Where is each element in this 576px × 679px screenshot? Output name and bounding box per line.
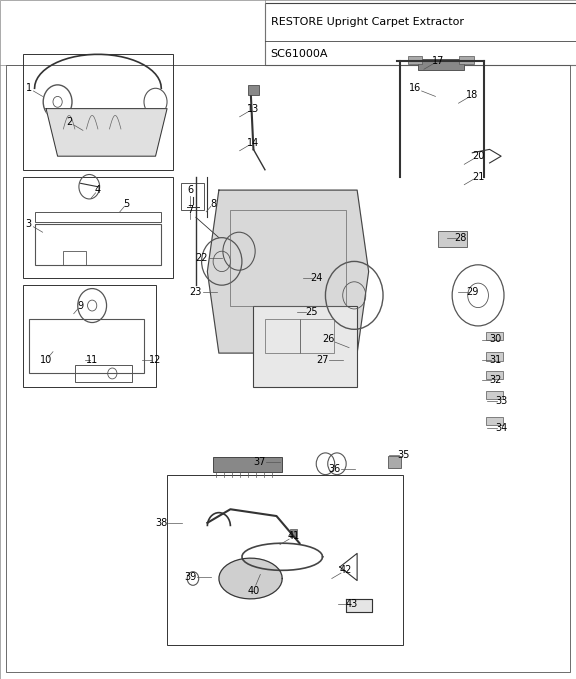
Text: 10: 10: [40, 355, 52, 365]
Bar: [23, 177, 173, 278]
Text: 39: 39: [184, 572, 196, 582]
Bar: [23, 285, 156, 387]
Bar: [248, 85, 259, 95]
Bar: [460, 56, 474, 64]
Text: 4: 4: [95, 185, 101, 195]
Bar: [253, 306, 357, 387]
Text: 3: 3: [26, 219, 32, 229]
Text: 43: 43: [345, 600, 358, 609]
Polygon shape: [346, 599, 372, 612]
Text: 16: 16: [408, 84, 421, 93]
Bar: [388, 456, 401, 468]
Bar: [230, 210, 346, 306]
Text: 22: 22: [195, 253, 208, 263]
Text: 21: 21: [472, 172, 484, 181]
Text: 40: 40: [247, 586, 260, 595]
Bar: [23, 54, 173, 170]
Text: 6: 6: [187, 185, 193, 195]
Text: RESTORE Upright Carpet Extractor: RESTORE Upright Carpet Extractor: [271, 18, 464, 27]
Bar: [300, 319, 334, 353]
Text: 33: 33: [495, 396, 507, 405]
Text: 23: 23: [190, 287, 202, 297]
Bar: [167, 475, 403, 645]
Text: 11: 11: [86, 355, 98, 365]
Bar: [6, 65, 570, 672]
Text: SC61000A: SC61000A: [271, 50, 328, 59]
Text: 38: 38: [155, 518, 168, 528]
Text: 35: 35: [397, 450, 410, 460]
Bar: [35, 224, 161, 265]
Bar: [486, 417, 503, 425]
Text: 9: 9: [78, 301, 84, 310]
Bar: [486, 371, 503, 379]
Bar: [265, 319, 300, 353]
Text: 14: 14: [247, 138, 260, 147]
Text: 8: 8: [210, 199, 216, 208]
Text: 28: 28: [454, 233, 467, 242]
Text: 24: 24: [310, 274, 323, 283]
Polygon shape: [46, 109, 167, 156]
Text: 1: 1: [26, 84, 32, 93]
Bar: [35, 212, 161, 222]
Bar: [418, 59, 464, 69]
Text: 13: 13: [247, 104, 260, 113]
Bar: [438, 230, 467, 247]
Bar: [181, 183, 204, 210]
Text: 32: 32: [489, 375, 502, 385]
Text: 29: 29: [466, 287, 479, 297]
Text: 42: 42: [339, 566, 352, 575]
Text: 2: 2: [66, 117, 72, 127]
Text: 20: 20: [472, 151, 484, 161]
Text: 18: 18: [466, 90, 479, 100]
Polygon shape: [207, 190, 369, 353]
Bar: [29, 319, 144, 373]
Text: 27: 27: [316, 355, 329, 365]
Bar: [63, 251, 86, 265]
Bar: [486, 332, 503, 340]
Bar: [486, 391, 503, 399]
Polygon shape: [219, 558, 282, 599]
Bar: [486, 352, 503, 361]
Text: 41: 41: [287, 532, 300, 541]
Text: 31: 31: [489, 355, 502, 365]
Bar: [407, 56, 422, 64]
Text: 30: 30: [489, 335, 502, 344]
Text: 34: 34: [495, 423, 507, 433]
Text: 7: 7: [187, 206, 193, 215]
Bar: [290, 529, 297, 537]
Text: 26: 26: [322, 335, 335, 344]
Text: 36: 36: [328, 464, 340, 473]
Text: 17: 17: [431, 56, 444, 66]
Text: 5: 5: [124, 199, 130, 208]
Text: 37: 37: [253, 457, 266, 466]
Bar: [75, 365, 132, 382]
Text: 12: 12: [149, 355, 162, 365]
Text: 25: 25: [305, 308, 317, 317]
Bar: [265, 3, 576, 65]
Bar: [213, 457, 282, 472]
